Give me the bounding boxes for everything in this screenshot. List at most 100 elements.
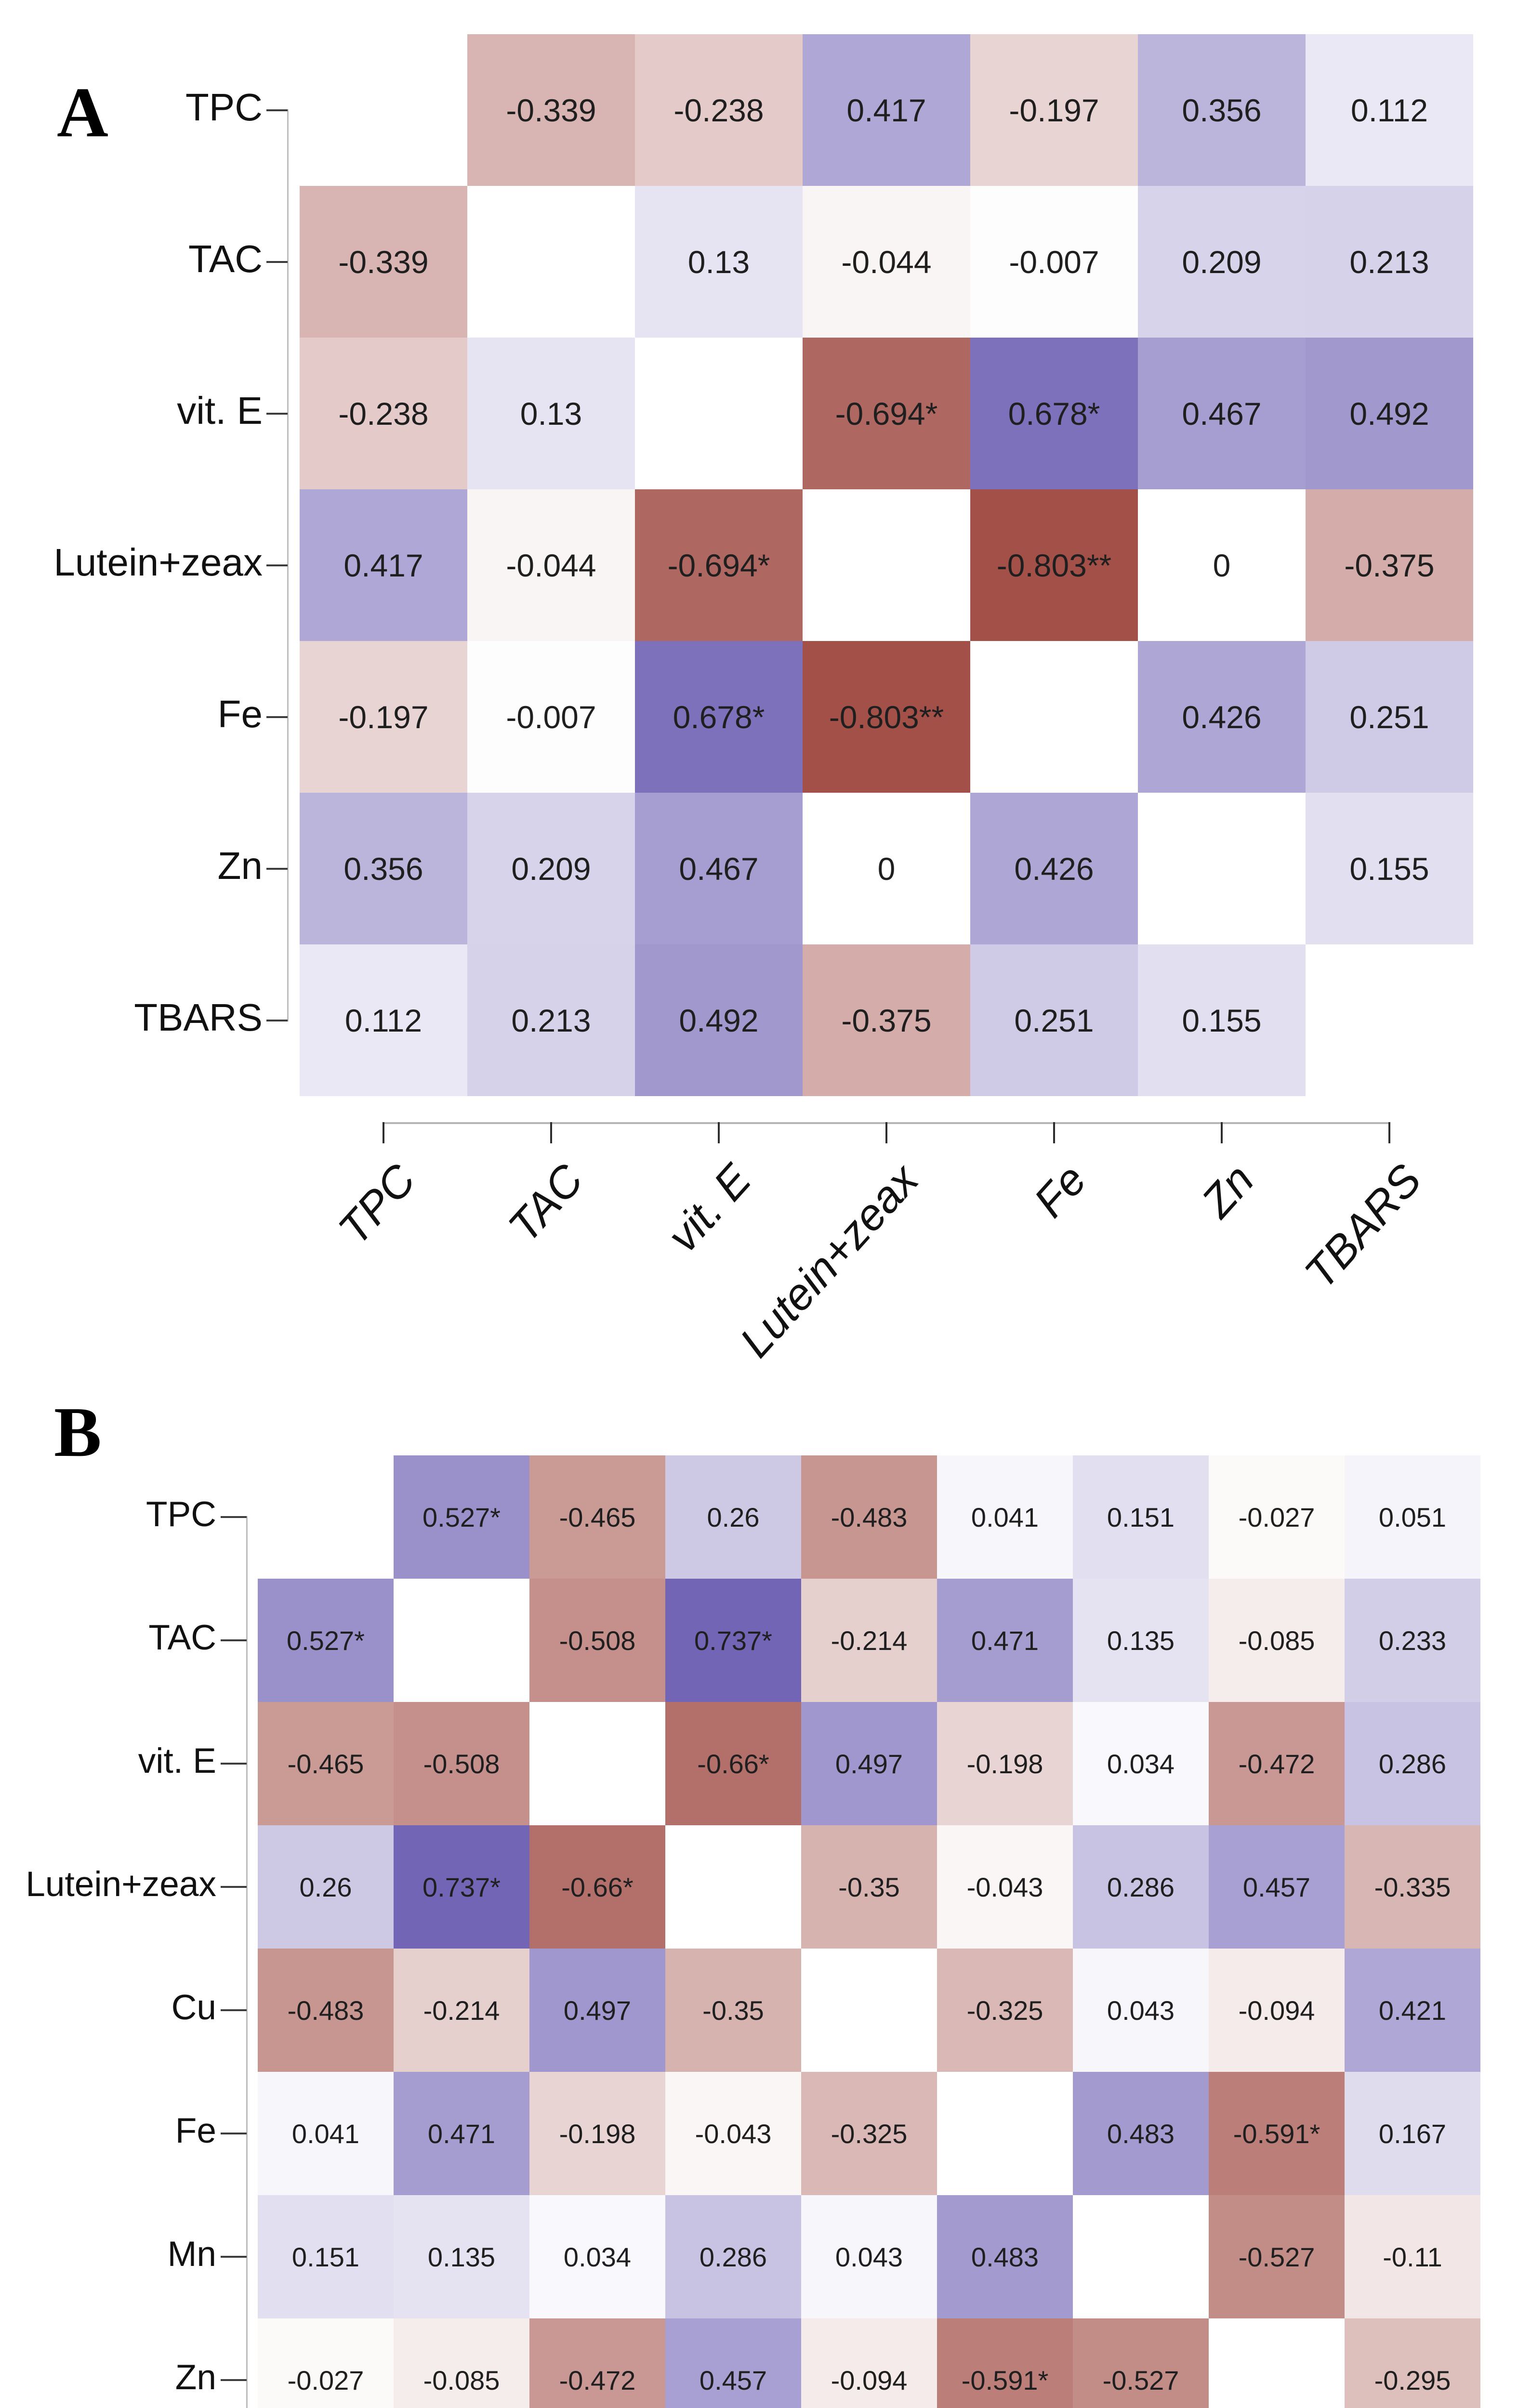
- heatmap-cell-A-TPC-vit. E: -0.238: [635, 34, 803, 186]
- heatmap-cell-B-Lutein+zeax-TPC: 0.26: [258, 1825, 394, 1949]
- x-axis-label-text-A-vit. E: vit. E: [658, 1155, 761, 1261]
- heatmap-cell-B-Cu-Cu: [801, 1949, 937, 2072]
- heatmap-cell-B-Zn-vit. E: -0.472: [529, 2318, 665, 2408]
- heatmap-cell-B-Fe-Lutein+zeax: -0.043: [665, 2072, 801, 2195]
- row-label-B-vit. E: vit. E: [138, 1741, 216, 1780]
- heatmap-cell-B-Zn-Fe: -0.591*: [937, 2318, 1073, 2408]
- heatmap-cell-A-Zn-TBARS: 0.155: [1306, 793, 1473, 944]
- row-tick-B-Lutein+zeax: [221, 1886, 247, 1888]
- heatmap-cell-B-Fe-TPC: 0.041: [258, 2072, 394, 2195]
- heatmap-cell-A-TBARS-TPC: 0.112: [300, 944, 467, 1096]
- row-label-A-Lutein+zeax: Lutein+zeax: [53, 540, 263, 584]
- heatmap-cell-B-Lutein+zeax-TBARS: -0.335: [1345, 1825, 1480, 1949]
- x-axis-tick-A-TBARS: [1388, 1122, 1390, 1143]
- x-axis-tick-A-Zn: [1221, 1122, 1223, 1143]
- heatmap-cell-B-Fe-Zn: -0.591*: [1209, 2072, 1345, 2195]
- heatmap-cell-B-Cu-TAC: -0.214: [394, 1949, 529, 2072]
- row-tick-B-TPC: [221, 1516, 247, 1518]
- heatmap-cell-B-Mn-TPC: 0.151: [258, 2195, 394, 2318]
- heatmap-cell-A-Lutein+zeax-TPC: 0.417: [300, 489, 467, 641]
- heatmap-cell-B-TPC-Mn: 0.151: [1073, 1455, 1209, 1579]
- heatmap-cell-A-Fe-Zn: 0.426: [1138, 641, 1306, 793]
- row-label-B-Fe: Fe: [175, 2111, 216, 2150]
- heatmap-cell-B-Zn-TPC: -0.027: [258, 2318, 394, 2408]
- heatmap-cell-B-TPC-Zn: -0.027: [1209, 1455, 1345, 1579]
- heatmap-cell-A-TPC-TPC: [300, 34, 467, 186]
- heatmap-cell-B-Fe-Fe: [937, 2072, 1073, 2195]
- heatmap-cell-B-Zn-TBARS: -0.295: [1345, 2318, 1480, 2408]
- x-axis-label-text-A-TPC: TPC: [329, 1155, 425, 1254]
- heatmap-cell-B-Zn-Lutein+zeax: 0.457: [665, 2318, 801, 2408]
- row-tick-B-Mn: [221, 2256, 247, 2258]
- heatmap-cell-A-TPC-TBARS: 0.112: [1306, 34, 1473, 186]
- heatmap-cell-A-TBARS-Fe: 0.251: [970, 944, 1138, 1096]
- heatmap-cell-A-Fe-TBARS: 0.251: [1306, 641, 1473, 793]
- row-tick-A-vit. E: [266, 412, 288, 415]
- heatmap-cell-A-Lutein+zeax-vit. E: -0.694*: [635, 489, 803, 641]
- heatmap-cell-B-TAC-Zn: -0.085: [1209, 1579, 1345, 1702]
- heatmap-cell-A-TBARS-TAC: 0.213: [467, 944, 635, 1096]
- heatmap-cell-B-Cu-Zn: -0.094: [1209, 1949, 1345, 2072]
- heatmap-cell-B-Cu-Lutein+zeax: -0.35: [665, 1949, 801, 2072]
- x-axis-tick-A-TPC: [383, 1122, 384, 1143]
- heatmap-cell-B-vit. E-Cu: 0.497: [801, 1702, 937, 1825]
- row-tick-B-Cu: [221, 2009, 247, 2011]
- heatmap-cell-B-Lutein+zeax-Zn: 0.457: [1209, 1825, 1345, 1949]
- row-tick-A-TPC: [266, 109, 288, 111]
- heatmap-cell-A-Lutein+zeax-TAC: -0.044: [467, 489, 635, 641]
- heatmap-cell-A-Fe-TPC: -0.197: [300, 641, 467, 793]
- heatmap-cell-A-vit. E-TBARS: 0.492: [1306, 338, 1473, 489]
- heatmap-cell-A-Fe-Lutein+zeax: -0.803**: [803, 641, 970, 793]
- heatmap-cell-B-Lutein+zeax-Fe: -0.043: [937, 1825, 1073, 1949]
- heatmap-cell-B-Zn-TAC: -0.085: [394, 2318, 529, 2408]
- row-label-A-TBARS: TBARS: [134, 995, 263, 1039]
- heatmap-cell-B-Zn-Mn: -0.527: [1073, 2318, 1209, 2408]
- heatmap-cell-B-Cu-Fe: -0.325: [937, 1949, 1073, 2072]
- heatmap-cell-B-vit. E-vit. E: [529, 1702, 665, 1825]
- heatmap-cell-A-TPC-TAC: -0.339: [467, 34, 635, 186]
- row-tick-A-TAC: [266, 261, 288, 263]
- heatmap-cell-A-Fe-Fe: [970, 641, 1138, 793]
- heatmap-cell-A-vit. E-TPC: -0.238: [300, 338, 467, 489]
- heatmap-cell-A-TAC-TBARS: 0.213: [1306, 186, 1473, 338]
- heatmap-cell-A-Lutein+zeax-TBARS: -0.375: [1306, 489, 1473, 641]
- heatmap-cell-A-Fe-TAC: -0.007: [467, 641, 635, 793]
- heatmap-cell-B-Mn-Cu: 0.043: [801, 2195, 937, 2318]
- row-label-B-Lutein+zeax: Lutein+zeax: [26, 1864, 216, 1904]
- heatmap-cell-B-Fe-TAC: 0.471: [394, 2072, 529, 2195]
- heatmap-cell-B-Fe-vit. E: -0.198: [529, 2072, 665, 2195]
- heatmap-cell-A-Zn-Lutein+zeax: 0: [803, 793, 970, 944]
- heatmap-cell-B-Zn-Zn: [1209, 2318, 1345, 2408]
- heatmap-cell-A-TAC-TPC: -0.339: [300, 186, 467, 338]
- heatmap-cell-A-Zn-vit. E: 0.467: [635, 793, 803, 944]
- row-tick-A-Lutein+zeax: [266, 564, 288, 566]
- x-axis-label-text-A-Fe: Fe: [1024, 1155, 1096, 1227]
- row-label-A-vit. E: vit. E: [177, 389, 263, 432]
- row-tick-B-vit. E: [221, 1763, 247, 1765]
- row-label-B-Zn: Zn: [175, 2357, 216, 2397]
- heatmap-cell-B-TAC-Fe: 0.471: [937, 1579, 1073, 1702]
- row-label-B-TPC: TPC: [146, 1494, 216, 1534]
- x-axis-tick-A-Fe: [1053, 1122, 1055, 1143]
- heatmap-cell-A-TBARS-Lutein+zeax: -0.375: [803, 944, 970, 1096]
- x-axis-tick-A-TAC: [550, 1122, 552, 1143]
- heatmap-cell-B-Lutein+zeax-TAC: 0.737*: [394, 1825, 529, 1949]
- heatmap-cell-A-Lutein+zeax-Lutein+zeax: [803, 489, 970, 641]
- row-tick-B-Fe: [221, 2133, 247, 2134]
- heatmap-cell-B-TPC-TBARS: 0.051: [1345, 1455, 1480, 1579]
- row-label-A-TPC: TPC: [185, 85, 263, 129]
- heatmap-cell-A-TAC-vit. E: 0.13: [635, 186, 803, 338]
- heatmap-cell-B-Zn-Cu: -0.094: [801, 2318, 937, 2408]
- heatmap-cell-B-Fe-Mn: 0.483: [1073, 2072, 1209, 2195]
- heatmap-cell-B-TPC-TAC: 0.527*: [394, 1455, 529, 1579]
- row-label-A-Zn: Zn: [217, 844, 263, 887]
- x-axis-tick-A-Lutein+zeax: [885, 1122, 887, 1143]
- heatmap-cell-B-vit. E-TPC: -0.465: [258, 1702, 394, 1825]
- heatmap-cell-A-Lutein+zeax-Zn: 0: [1138, 489, 1306, 641]
- heatmap-cell-A-TAC-Fe: -0.007: [970, 186, 1138, 338]
- heatmap-cell-B-vit. E-TBARS: 0.286: [1345, 1702, 1480, 1825]
- heatmap-cell-A-TAC-Lutein+zeax: -0.044: [803, 186, 970, 338]
- heatmap-cell-B-TAC-TAC: [394, 1579, 529, 1702]
- heatmap-cell-A-TPC-Lutein+zeax: 0.417: [803, 34, 970, 186]
